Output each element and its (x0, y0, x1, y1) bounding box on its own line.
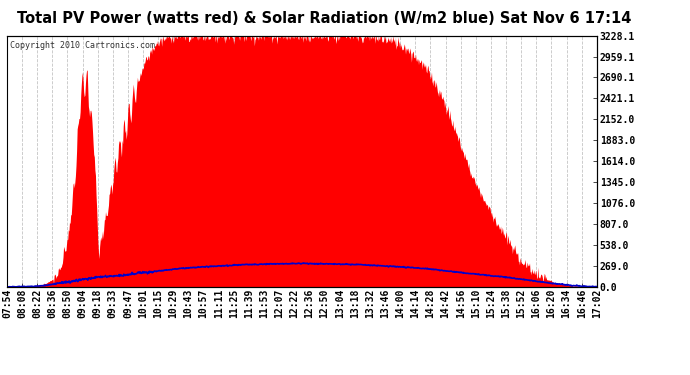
Text: Total PV Power (watts red) & Solar Radiation (W/m2 blue) Sat Nov 6 17:14: Total PV Power (watts red) & Solar Radia… (17, 11, 631, 26)
Text: Copyright 2010 Cartronics.com: Copyright 2010 Cartronics.com (10, 40, 155, 50)
